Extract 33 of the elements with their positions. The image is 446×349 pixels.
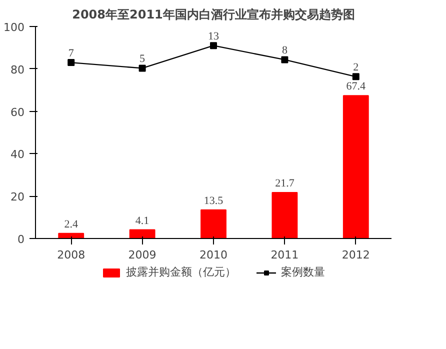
y-tick-label: 100 [4,21,25,34]
x-tick-label: 2008 [57,248,86,262]
data-label: 13 [208,30,220,43]
data-label: 2 [353,62,359,74]
y-tick-label: 80 [10,63,25,76]
data-label: 67.4 [346,80,366,93]
data-label: 4.1 [135,214,150,227]
legend-label: 案例数量 [281,264,325,280]
data-label: 8 [282,44,288,57]
chart-title: 2008年至2011年国内白酒行业宣布并购交易趋势图 [72,8,355,22]
x-tick-label: 2012 [342,248,370,262]
data-label: 13.5 [204,194,224,207]
point [210,42,217,50]
x-tick-label: 2011 [270,248,299,262]
data-label: 2.4 [64,218,78,230]
bar [200,209,226,238]
y-tick-label: 0 [18,233,24,246]
bar [342,95,369,238]
point [281,56,288,64]
y-tick-label: 40 [10,148,25,162]
x-tick-label: 2009 [128,248,156,262]
bar [129,229,156,238]
data-label: 7 [68,48,74,60]
bar [272,192,298,238]
data-label: 5 [140,53,146,66]
point [138,64,146,72]
point [68,59,75,66]
y-tick-label: 60 [10,106,25,119]
point [352,73,360,80]
legend-label: 披露并购金额（亿元） [126,264,236,280]
x-tick-label: 2010 [200,248,228,262]
data-label: 21.7 [275,177,295,190]
y-tick-label: 20 [10,190,25,204]
